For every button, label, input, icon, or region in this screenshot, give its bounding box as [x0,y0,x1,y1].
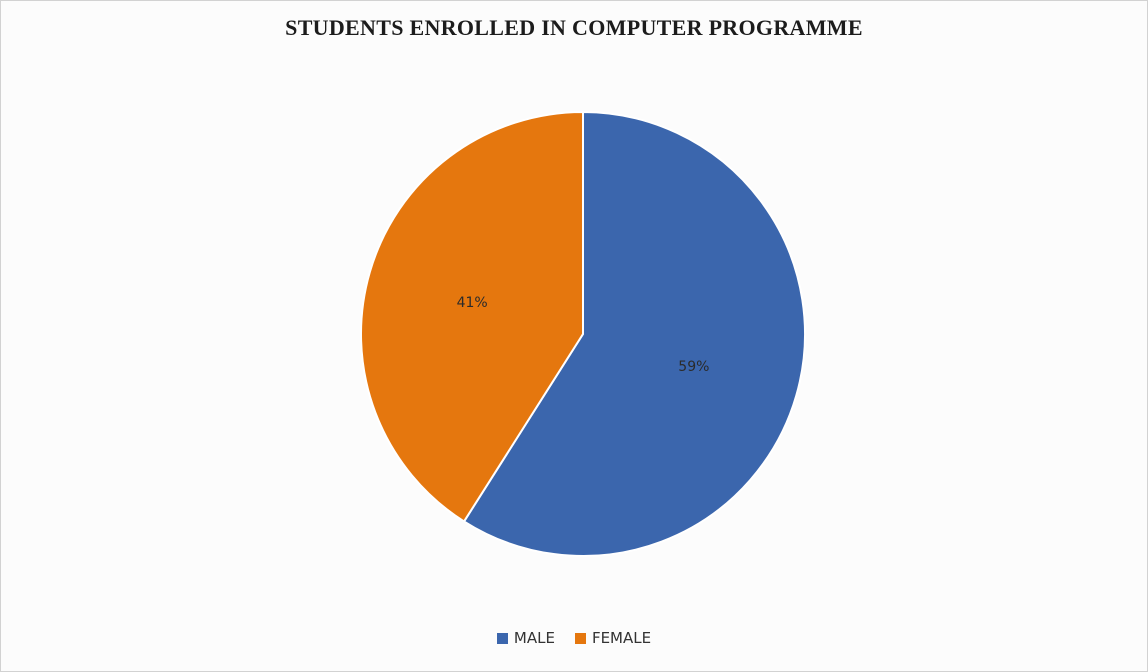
legend: MALE FEMALE [1,629,1147,647]
data-label-male: 59% [678,359,709,375]
legend-swatch-female [574,632,586,644]
pie-slice-male [462,110,806,557]
legend-item-male: MALE [496,629,555,647]
data-label-female: 41% [457,295,488,311]
legend-item-female: FEMALE [574,629,652,647]
chart-title: STUDENTS ENROLLED IN COMPUTER PROGRAMME [285,15,863,40]
legend-swatch-male [496,632,508,644]
legend-label-female: FEMALE [591,629,652,647]
legend-label-male: MALE [513,629,555,647]
pie-slice-female [360,110,584,523]
